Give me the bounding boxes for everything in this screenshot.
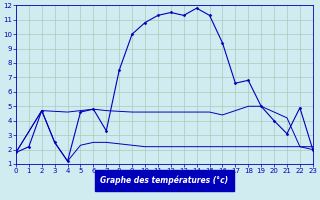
X-axis label: Graphe des températures (°c): Graphe des températures (°c) (100, 176, 228, 185)
